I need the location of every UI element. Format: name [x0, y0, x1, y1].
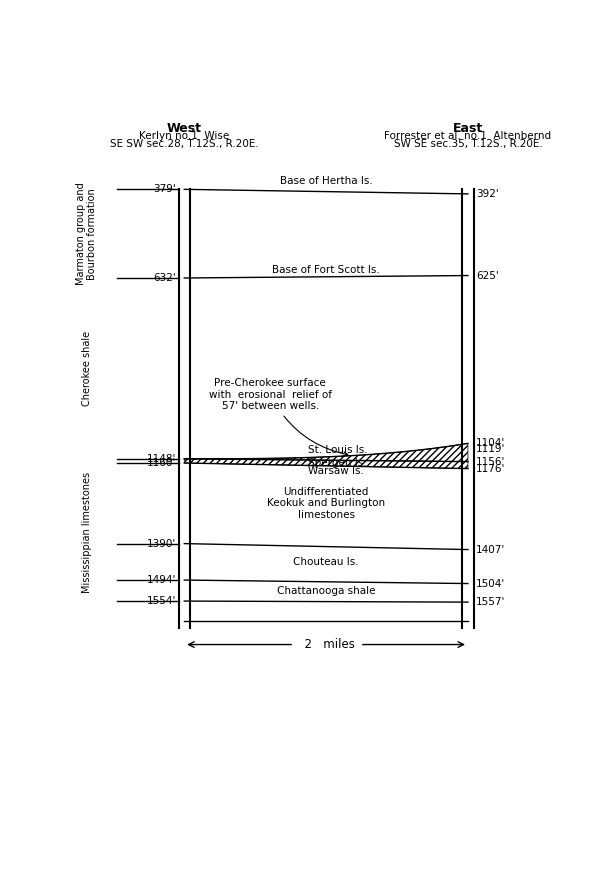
Text: Forrester et al. no.1  Altenbernd: Forrester et al. no.1 Altenbernd	[385, 131, 551, 142]
Text: 1557': 1557'	[476, 597, 505, 607]
Text: 1160': 1160'	[147, 458, 176, 468]
Text: 632': 632'	[154, 273, 176, 283]
Text: East: East	[453, 121, 483, 135]
Text: 392': 392'	[476, 189, 499, 199]
Text: 1494': 1494'	[147, 575, 176, 585]
Text: 1407': 1407'	[476, 544, 505, 555]
Polygon shape	[184, 458, 468, 469]
Text: 1148': 1148'	[147, 454, 176, 464]
Text: 625': 625'	[476, 271, 499, 281]
Text: Chattanooga shale: Chattanooga shale	[277, 586, 376, 596]
Text: SW SE sec.35, T.12S., R.20E.: SW SE sec.35, T.12S., R.20E.	[394, 139, 542, 150]
Text: 1390': 1390'	[147, 539, 176, 549]
Text: 1554': 1554'	[147, 596, 176, 606]
Text: 1504': 1504'	[476, 579, 505, 589]
Text: 2   miles: 2 miles	[297, 638, 355, 651]
Text: 379': 379'	[154, 184, 176, 195]
Text: Cherokee shale: Cherokee shale	[82, 331, 92, 406]
Text: Base of Hertha ls.: Base of Hertha ls.	[280, 176, 373, 186]
Text: Spergen ls.: Spergen ls.	[308, 458, 366, 468]
Text: Pre-Cherokee surface
with  erosional  relief of
57' between wells.: Pre-Cherokee surface with erosional reli…	[209, 378, 348, 456]
Text: 1156': 1156'	[476, 457, 505, 466]
Text: Marmaton group and
Bourbon formation: Marmaton group and Bourbon formation	[76, 182, 97, 285]
Text: Warsaw ls.: Warsaw ls.	[308, 466, 364, 476]
Text: Base of Fort Scott ls.: Base of Fort Scott ls.	[272, 265, 380, 274]
Polygon shape	[184, 443, 468, 462]
Text: SE SW sec.28, T.12S., R.20E.: SE SW sec.28, T.12S., R.20E.	[110, 139, 259, 150]
Text: Chouteau ls.: Chouteau ls.	[293, 557, 359, 566]
Text: Mississippian limestones: Mississippian limestones	[82, 472, 92, 593]
Text: Undifferentiated
Keokuk and Burlington
limestones: Undifferentiated Keokuk and Burlington l…	[267, 487, 385, 519]
Text: West: West	[167, 121, 202, 135]
Text: St. Louis ls.: St. Louis ls.	[308, 445, 367, 455]
Text: 1104': 1104'	[476, 438, 505, 449]
Text: Kerlyn no.1  Wise: Kerlyn no.1 Wise	[139, 131, 229, 142]
Text: 1176': 1176'	[476, 464, 505, 473]
Text: 1119': 1119'	[476, 443, 505, 454]
